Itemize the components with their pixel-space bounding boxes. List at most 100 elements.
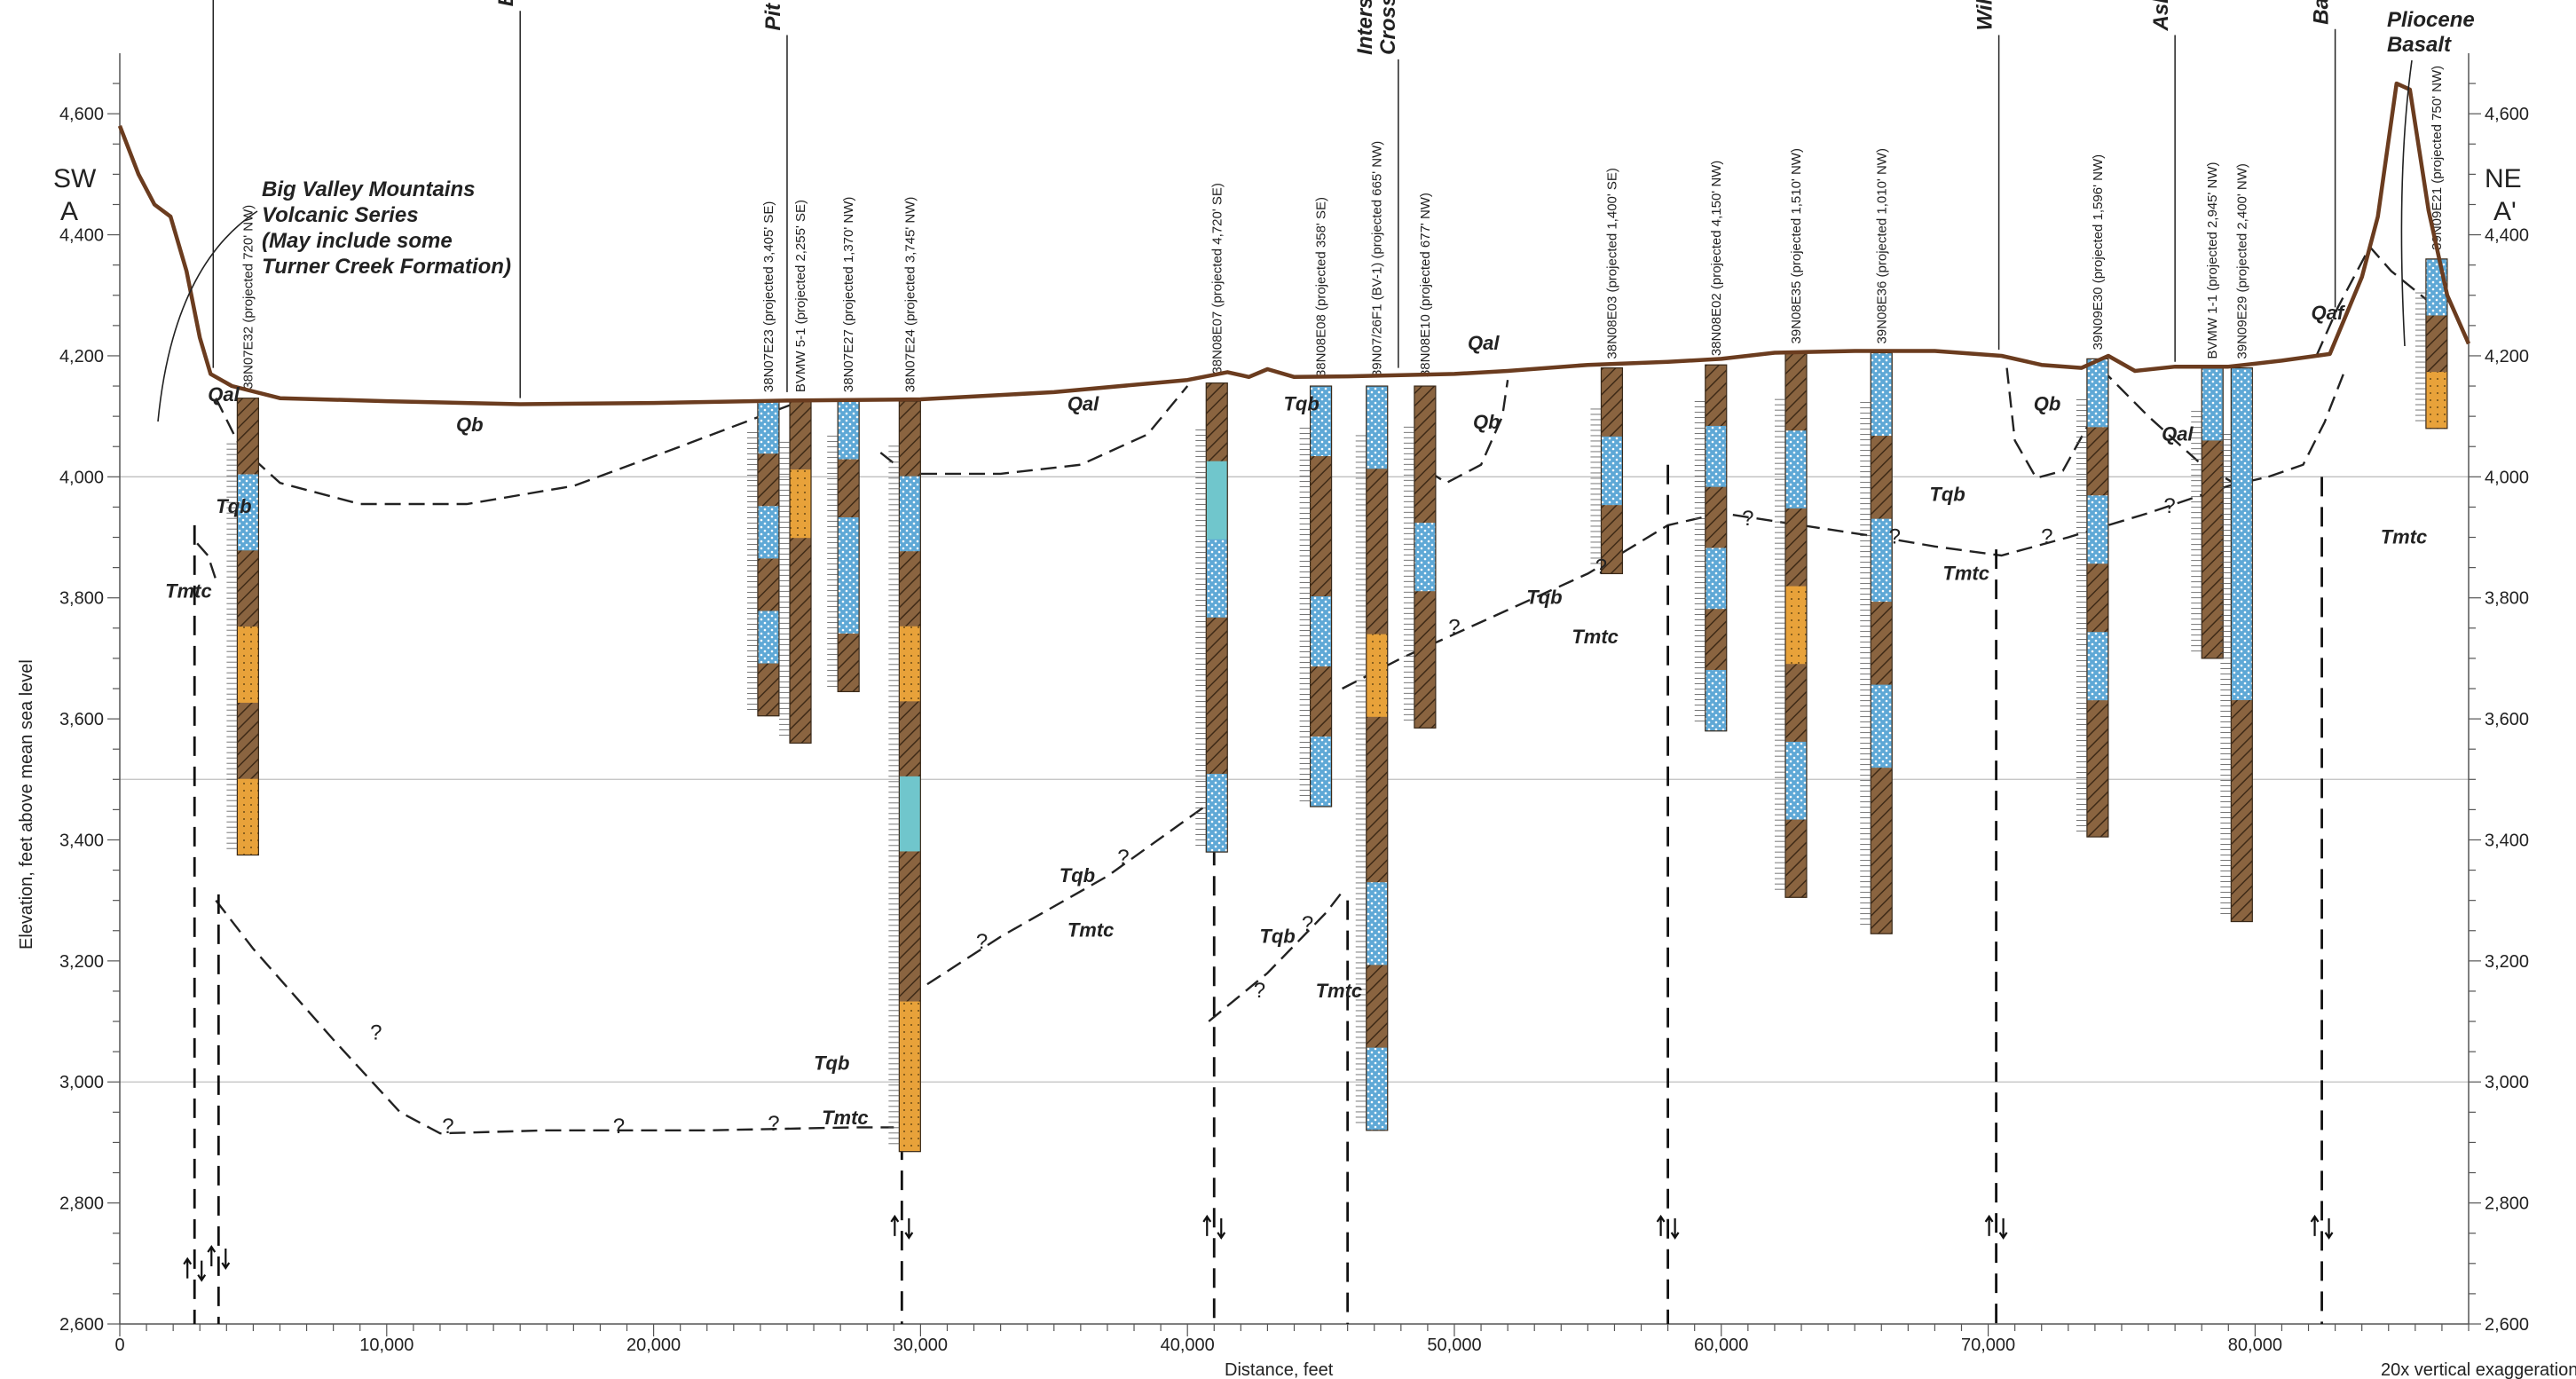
geologic-contact-line [1427,380,1509,485]
well-interval [1871,436,1893,520]
well-interval [2202,440,2224,514]
well-label: BVMW 5-1 (projected 2,255' SE) [793,200,808,392]
well-interval [757,506,779,559]
well-interval [899,1001,921,1077]
question-mark: ? [1889,524,1901,548]
well-interval [838,575,860,634]
feature-label: Intersection withCross Section B-B' [1353,0,1400,55]
well-interval [2202,513,2224,587]
question-mark: ? [768,1112,779,1136]
geologic-contact-line [1342,476,2269,690]
feature-label: Bull Run Slough [494,0,518,6]
x-tick-label: 70,000 [1961,1336,2015,1355]
well-interval [790,401,812,470]
well-label: 38N08E10 (projected 677' NW) [1418,193,1433,377]
fault-offset-arrows [2310,1214,2334,1240]
well-interval [757,401,779,454]
well-interval [1206,461,1228,540]
well-interval [790,606,812,675]
volcanic-note-line-4: Turner Creek Formation) [262,255,511,279]
geologic-contact-line [215,899,894,1135]
well-interval [899,926,921,1003]
fault-offset-arrows [1202,1214,1226,1240]
pliocene-basalt-label: Pliocene Basalt [2387,8,2475,347]
well-log: 39N09E30 (projected 1,596' NW) [2076,154,2109,838]
well-log: 39N09E29 (projected 2,400' NW) [2220,163,2253,923]
pliocene-basalt-leader [2400,59,2413,347]
left-y-axis: 2,600 2,800 3,000 3,200 3,400 3,600 3,800 4,000… [59,53,121,1335]
y-tick-label-left: 4,000 [59,468,104,487]
question-mark: ? [1117,846,1129,870]
well-interval [790,469,812,539]
volcanic-note-line-3: (May include some [262,229,453,253]
well-interval [237,398,259,475]
well-interval [1784,508,1807,587]
ground-surface-line [117,81,2471,406]
well-interval [1310,736,1332,808]
well-interval [1366,386,1388,469]
well-log: 38N07E32 (projected 720' NW) [226,205,259,856]
well-log: BVMW 1-1 (projected 2,945' NW) [2191,162,2224,659]
feature-label: Pit River [761,0,785,31]
y-tick-label-left: 3,800 [59,589,104,609]
geologic-unit-label: Qb [456,414,484,436]
vertical-exaggeration-note: 20x vertical exaggeration [2381,1360,2576,1379]
geologic-unit-label: Tmtc [1572,626,1619,648]
geologic-unit-label: Tqb [1283,392,1319,414]
x-tick-label: 40,000 [1161,1336,1215,1355]
feature-label: Ash Creek [2149,0,2173,32]
geologic-unit-label: Tmtc [1316,980,1363,1002]
well-label: 38N07E32 (projected 720' NW) [240,205,256,390]
well-interval [1366,634,1388,718]
question-mark: ? [1302,912,1313,936]
well-interval [1705,609,1727,671]
well-interval [237,702,259,780]
corner-label-left: SW A [53,164,97,226]
corner-label-sw: SW [53,164,97,193]
well-label: 39N08E35 (projected 1,510' NW) [1789,148,1804,343]
corner-label-a: A [60,197,78,226]
geologic-contact-line [2005,367,2102,480]
x-tick-label: 50,000 [1427,1336,1481,1355]
well-label: BVMW 1-1 (projected 2,945' NW) [2205,162,2220,359]
well-label: 39N09E21 (projected 750' NW) [2430,66,2445,250]
well-interval [1414,386,1436,455]
y-tick-label-left: 3,600 [59,710,104,729]
y-tick-label-right: 3,200 [2485,952,2529,972]
well-interval [899,551,921,627]
fault-lines [183,416,2334,1324]
well-log: 39N08E36 (projected 1,010' NW) [1860,148,1893,934]
well-interval [790,538,812,607]
well-log: 39N09E21 (projected 750' NW) [2415,66,2448,429]
well-casing [2425,258,2448,429]
geologic-unit-label: Tqb [1526,587,1562,609]
well-label: 39N09E29 (projected 2,400' NW) [2234,163,2249,359]
well-label: 38N07E24 (projected 3,745' NW) [902,197,918,392]
x-tick-label: 60,000 [1694,1336,1748,1355]
well-label: 39N09E30 (projected 1,596' NW) [2091,154,2106,350]
well-interval [1414,523,1436,592]
well-interval [899,401,921,477]
fault-offset-arrows [1656,1214,1680,1240]
y-tick-label-right: 3,800 [2485,589,2529,609]
feature-label: Basin Boundary [2310,0,2334,25]
geologic-unit-label: Tqb [814,1052,849,1075]
well-interval [1705,669,1727,732]
well-log: 38N07E24 (projected 3,745' NW) [888,197,921,1153]
pliocene-basalt-line-1: Pliocene [2387,8,2475,32]
well-interval [1206,617,1228,697]
y-tick-label-left: 2,600 [59,1315,104,1335]
y-tick-label-left: 4,400 [59,226,104,246]
geologic-unit-label: Tmtc [1942,562,1989,584]
y-tick-label-right: 2,800 [2485,1194,2529,1214]
well-interval [1206,774,1228,853]
well-label: 38N07E23 (projected 3,405' SE) [761,201,776,393]
volcanic-note-leader [157,210,258,422]
y-tick-label-right: 2,600 [2485,1315,2529,1335]
well-log: 38N08E03 (projected 1,400' SE) [1590,168,1624,575]
x-tick-label: 20,000 [626,1336,681,1355]
question-marks: ?????????????? [370,494,2176,1139]
well-interval [838,633,860,692]
well-log: 38N07E27 (projected 1,370' NW) [827,197,860,693]
